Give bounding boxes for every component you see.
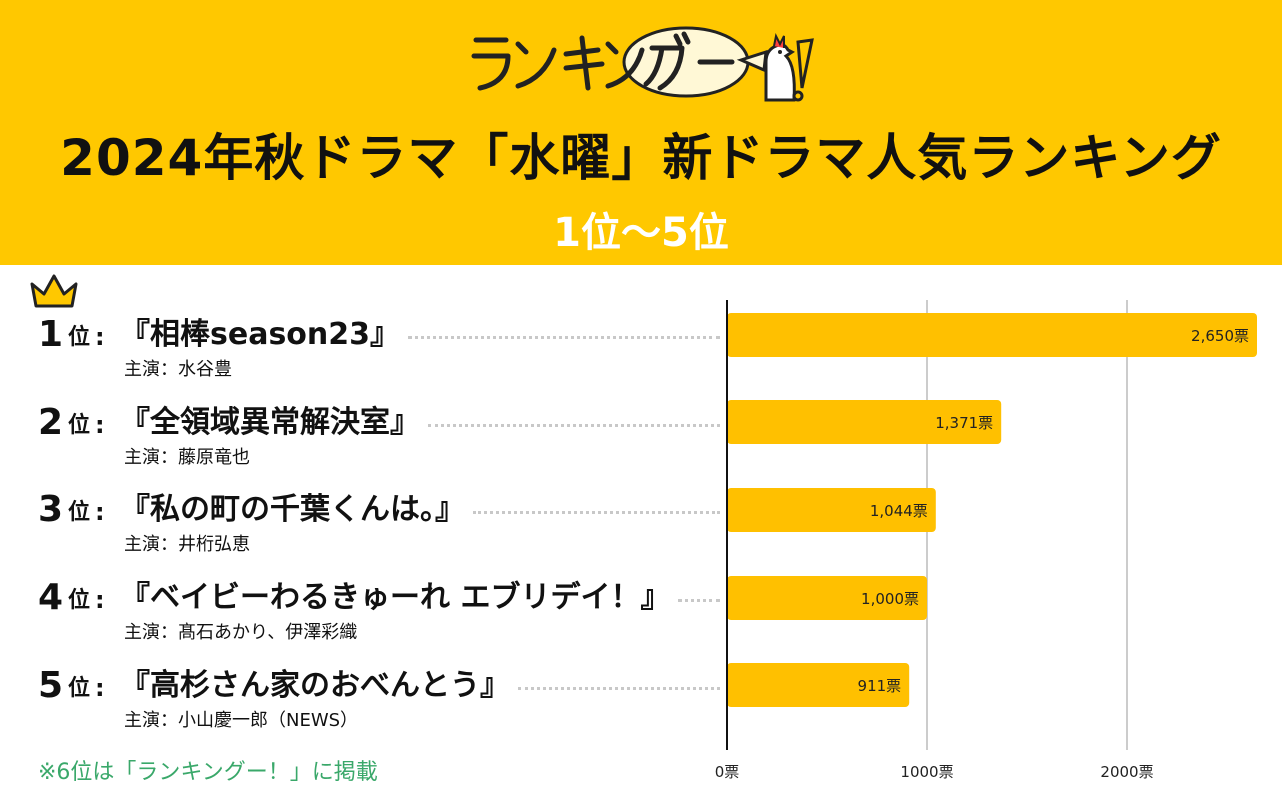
dotted-leader xyxy=(518,686,720,690)
rank-colon: : xyxy=(95,323,105,351)
dotted-leader xyxy=(428,423,720,427)
page-title: 2024年秋ドラマ「水曜」新ドラマ人気ランキング xyxy=(60,129,1222,187)
header-banner: 2024年秋ドラマ「水曜」新ドラマ人気ランキング 1位〜5位 xyxy=(0,0,1282,265)
title-line: 『高杉さん家のおべんとう』 xyxy=(120,664,720,708)
rank-unit: 位 xyxy=(68,676,91,701)
bar-value-label: 1,371票 xyxy=(935,414,993,432)
ranking-row: 3 位: 『私の町の千葉くんは。』主演：井桁弘恵 xyxy=(0,488,730,576)
rank-colon: : xyxy=(95,498,105,526)
title-line: 『相棒season23』 xyxy=(120,313,720,357)
title-line: 『私の町の千葉くんは。』 xyxy=(120,488,720,532)
rank-number: 1 xyxy=(38,314,64,355)
show-title: 『高杉さん家のおべんとう』 xyxy=(120,668,510,703)
rank-number: 4 xyxy=(38,577,64,618)
rank-colon: : xyxy=(95,411,105,439)
footnote: ※6位は「ランキングー！」に掲載 xyxy=(38,760,378,785)
rank-number: 2 xyxy=(38,402,64,443)
bar-value-label: 1,000票 xyxy=(861,590,919,608)
rank-number: 5 xyxy=(38,665,64,706)
ranking-row: 1 位: 『相棒season23』主演：水谷豊 xyxy=(0,313,730,401)
lead-cast: 主演：水谷豊 xyxy=(124,359,232,380)
ranking-row: 2 位: 『全領域異常解決室』主演：藤原竜也 xyxy=(0,401,730,489)
dotted-leader xyxy=(408,335,720,339)
crown-icon xyxy=(30,274,78,308)
chicken-icon xyxy=(764,32,814,102)
ranking-goo-logo xyxy=(471,26,814,102)
bar xyxy=(727,313,1257,357)
title-line: 『全領域異常解決室』 xyxy=(120,401,720,445)
show-title: 『相棒season23』 xyxy=(120,317,401,352)
show-title: 『全領域異常解決室』 xyxy=(120,405,420,440)
bar xyxy=(727,663,910,707)
rank-unit: 位 xyxy=(68,325,91,350)
bar-value-label: 911票 xyxy=(858,677,902,695)
bar-value-label: 2,650票 xyxy=(1191,327,1249,345)
bar xyxy=(727,488,936,532)
show-title: 『私の町の千葉くんは。』 xyxy=(120,492,465,527)
dotted-leader xyxy=(678,598,720,602)
bar xyxy=(727,576,927,620)
bar-value-label: 1,044票 xyxy=(870,502,928,520)
title-line: 『ベイビーわるきゅーれ エブリデイ！』 xyxy=(120,576,720,620)
page-subtitle: 1位〜5位 xyxy=(553,210,729,256)
x-tick-label: 0票 xyxy=(715,763,740,781)
rank-number: 3 xyxy=(38,489,64,530)
x-tick-label: 2000票 xyxy=(1100,763,1153,781)
lead-cast: 主演：井桁弘恵 xyxy=(124,534,250,555)
x-tick-label: 1000票 xyxy=(900,763,953,781)
dotted-leader xyxy=(473,510,720,514)
ranking-row: 5 位: 『高杉さん家のおべんとう』主演：小山慶一郎（NEWS） xyxy=(0,664,730,752)
rank-unit: 位 xyxy=(68,588,91,613)
rank-unit: 位 xyxy=(68,413,91,438)
lead-cast: 主演：小山慶一郎（NEWS） xyxy=(124,710,359,731)
bar xyxy=(727,400,1002,444)
lead-cast: 主演：髙石あかり、伊澤彩織 xyxy=(124,622,358,643)
rank-colon: : xyxy=(95,674,105,702)
rank-colon: : xyxy=(95,586,105,614)
vote-bar-chart: 2,650票 1,371票 1,044票 1,000票 911票 0票 1000票 2000票 xyxy=(715,300,1257,781)
show-title: 『ベイビーわるきゅーれ エブリデイ！』 xyxy=(120,580,671,615)
rank-unit: 位 xyxy=(68,500,91,525)
lead-cast: 主演：藤原竜也 xyxy=(124,447,250,468)
ranking-row: 4 位: 『ベイビーわるきゅーれ エブリデイ！』主演：髙石あかり、伊澤彩織 xyxy=(0,576,730,664)
